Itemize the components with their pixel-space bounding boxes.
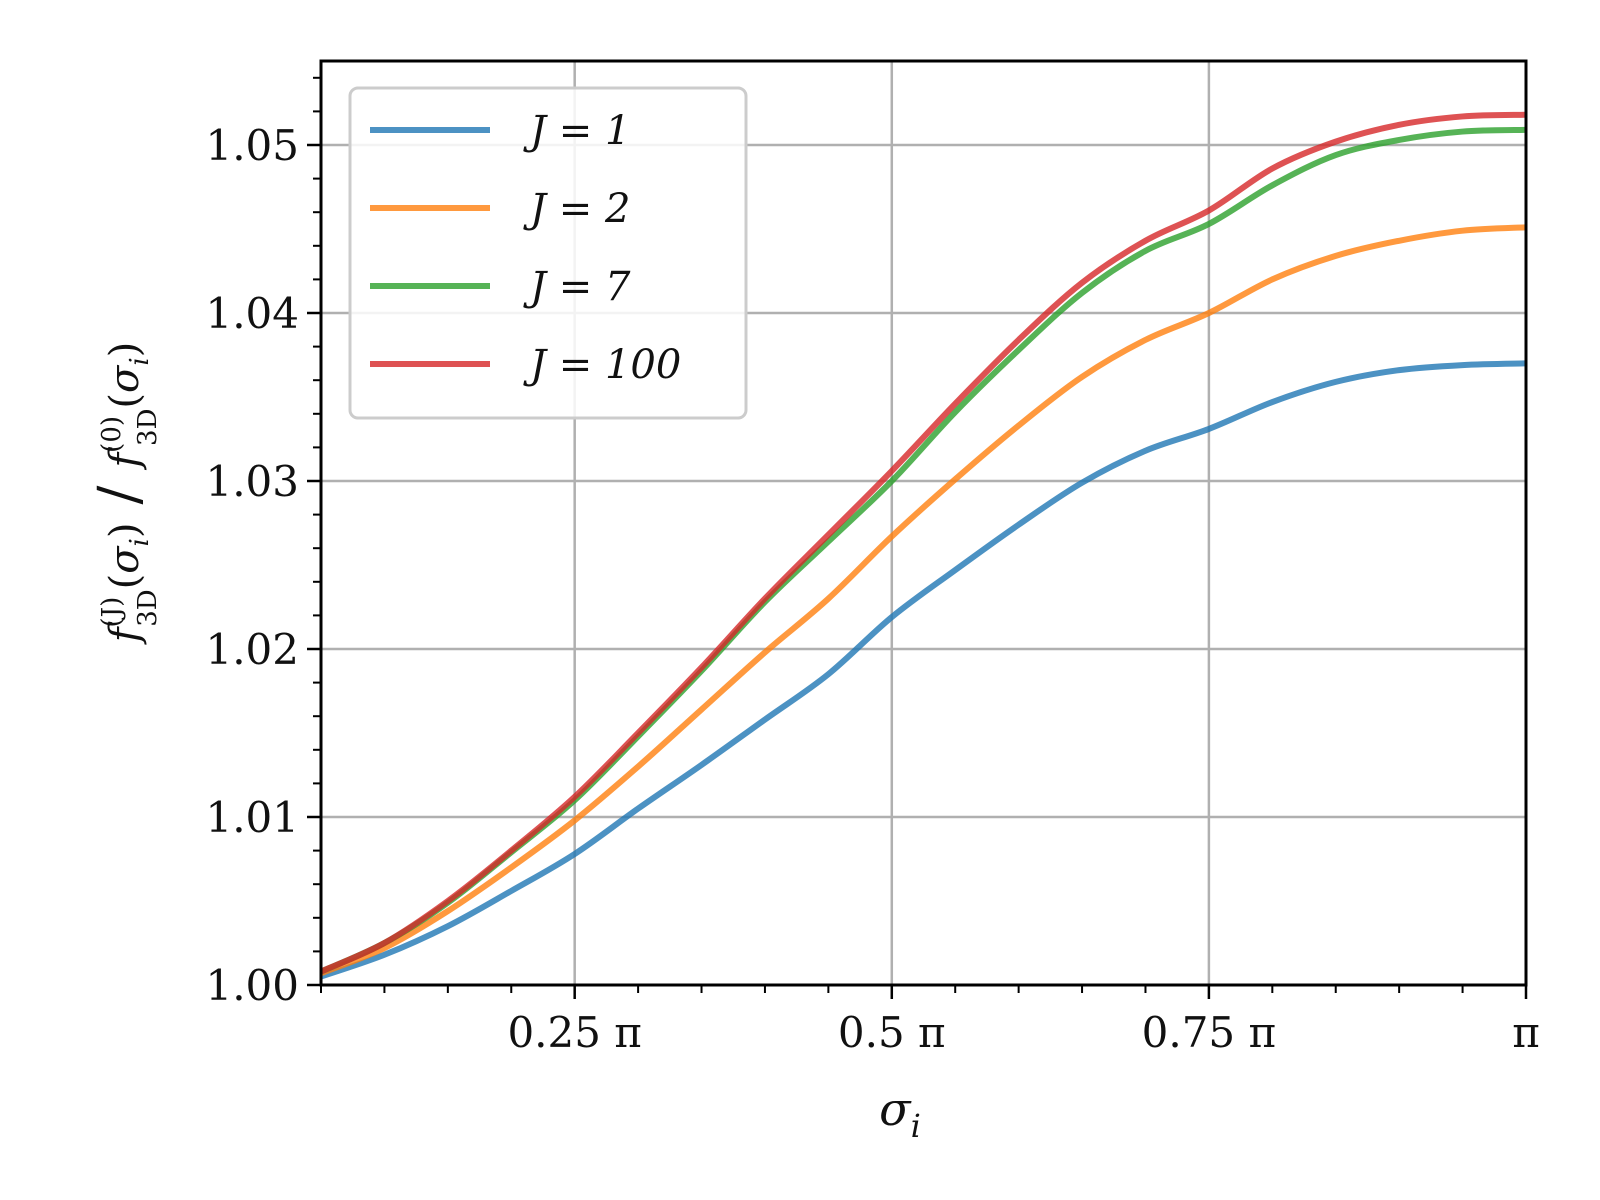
y-tick-label: 1.00 [205, 961, 299, 1010]
series-line-2 [319, 224, 1527, 977]
y-tick-label: 1.05 [205, 121, 299, 170]
x-tick-label: 0.25 π [507, 1008, 641, 1057]
legend-label: J = 100 [523, 342, 681, 388]
legend: J = 1 J = 2 J = 7 J = 100 [348, 86, 748, 420]
x-tick-label: π [1512, 1008, 1540, 1057]
svg-text:f(J)3D(σi)/f(0)3D(σi): f(J) 3D(σi)/f(0) 3D(σi) [87, 342, 163, 646]
tick-labels: 1.00 1.01 1.02 1.03 1.04 1.05 0.25 π 0.5 π 0.75 … [205, 121, 1539, 1057]
y-axis-label: f(J) 3D(σi)/f(0) 3D(σi) [87, 342, 163, 646]
y-tick-label: 1.01 [205, 793, 299, 842]
y-tick-label: 1.03 [205, 457, 299, 506]
series-line-4 [319, 111, 1527, 975]
legend-label: J = 2 [523, 186, 630, 232]
x-tick-label: 0.5 π [838, 1008, 946, 1057]
series-line-1 [320, 360, 1527, 980]
axis-ticks [307, 76, 1528, 999]
plot-frame [319, 59, 1528, 987]
legend-label: J = 1 [523, 108, 630, 154]
y-tick-label: 1.02 [205, 625, 299, 674]
legend-box [348, 86, 748, 420]
y-tick-label: 1.04 [205, 289, 299, 338]
x-tick-label: 0.75 π [1142, 1008, 1276, 1057]
legend-label: J = 7 [523, 264, 631, 310]
svg-text:σi: σi [879, 1082, 921, 1145]
x-axis-label: σi [879, 1082, 921, 1145]
series-lines [319, 111, 1527, 980]
